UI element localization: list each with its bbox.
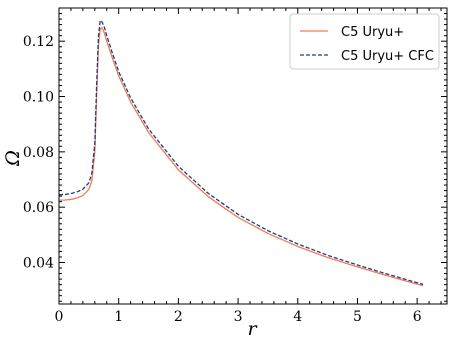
legend-label-c5-uryu-cfc: C5 Uryu+ CFC (341, 49, 434, 64)
x-tick-label: 4 (293, 309, 302, 325)
x-axis-label: r (247, 318, 258, 338)
y-axis-label: Ω (2, 150, 24, 167)
y-tick-label: 0.12 (23, 34, 54, 50)
x-tick-label: 3 (234, 309, 243, 325)
series-line-0 (58, 27, 424, 287)
x-tick-label: 5 (353, 309, 362, 325)
x-tick-label: 2 (174, 309, 183, 325)
y-tick-label: 0.06 (23, 200, 54, 216)
legend-label-c5-uryu: C5 Uryu+ (341, 25, 404, 40)
y-tick-label: 0.08 (23, 145, 54, 161)
plot-frame (58, 7, 448, 305)
series-layer (58, 19, 424, 287)
legend: C5 Uryu+ C5 Uryu+ CFC (289, 13, 440, 70)
y-tick-label: 0.10 (23, 90, 54, 106)
x-tick-label: 6 (413, 309, 422, 325)
x-tick-label: 1 (114, 309, 123, 325)
x-tick-label: 0 (55, 309, 64, 325)
y-tick-label: 0.04 (23, 256, 54, 272)
series-line-1 (58, 19, 424, 285)
